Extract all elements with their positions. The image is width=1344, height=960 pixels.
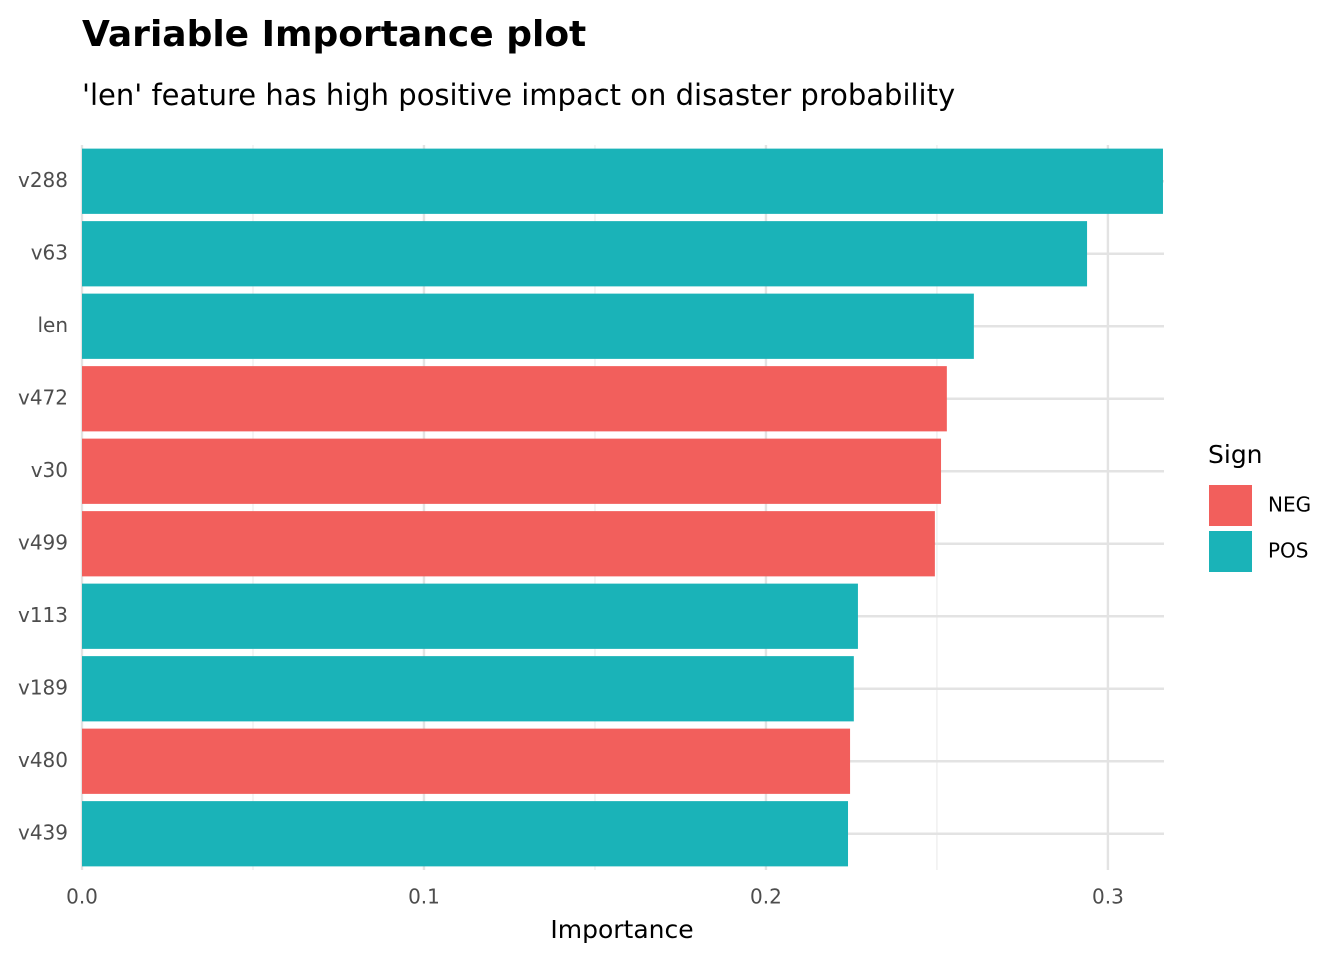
y-tick-label: v189 bbox=[18, 675, 68, 699]
x-tick-label: 0.3 bbox=[1092, 885, 1124, 909]
legend-label: NEG bbox=[1268, 493, 1311, 517]
y-tick-label: v472 bbox=[18, 385, 68, 409]
bar bbox=[82, 438, 942, 504]
y-tick-label: v439 bbox=[18, 820, 68, 844]
y-tick-label: v30 bbox=[31, 458, 68, 482]
y-tick-label: v288 bbox=[18, 168, 68, 192]
bar bbox=[82, 801, 849, 867]
legend-title: Sign bbox=[1208, 440, 1263, 469]
y-tick-label: v63 bbox=[31, 240, 68, 264]
bar bbox=[82, 221, 1088, 287]
bar bbox=[82, 583, 858, 649]
legend-label: POS bbox=[1268, 539, 1309, 563]
y-tick-label: v499 bbox=[18, 530, 68, 554]
x-tick-label: 0.2 bbox=[750, 885, 782, 909]
bar bbox=[82, 148, 1163, 214]
legend-key bbox=[1209, 531, 1252, 572]
y-tick-label: len bbox=[37, 313, 68, 337]
chart-title: Variable Importance plot bbox=[82, 14, 586, 55]
legend-key bbox=[1209, 485, 1252, 526]
bar bbox=[82, 656, 854, 722]
y-tick-label: v480 bbox=[18, 748, 68, 772]
x-axis-title: Importance bbox=[550, 915, 693, 944]
bar bbox=[82, 293, 974, 359]
bar bbox=[82, 366, 947, 432]
bar bbox=[82, 511, 935, 577]
y-tick-label: v113 bbox=[18, 603, 68, 627]
x-tick-label: 0.1 bbox=[408, 885, 440, 909]
x-tick-label: 0.0 bbox=[66, 885, 98, 909]
chart-subtitle: 'len' feature has high positive impact o… bbox=[82, 78, 955, 112]
bar bbox=[82, 728, 851, 794]
